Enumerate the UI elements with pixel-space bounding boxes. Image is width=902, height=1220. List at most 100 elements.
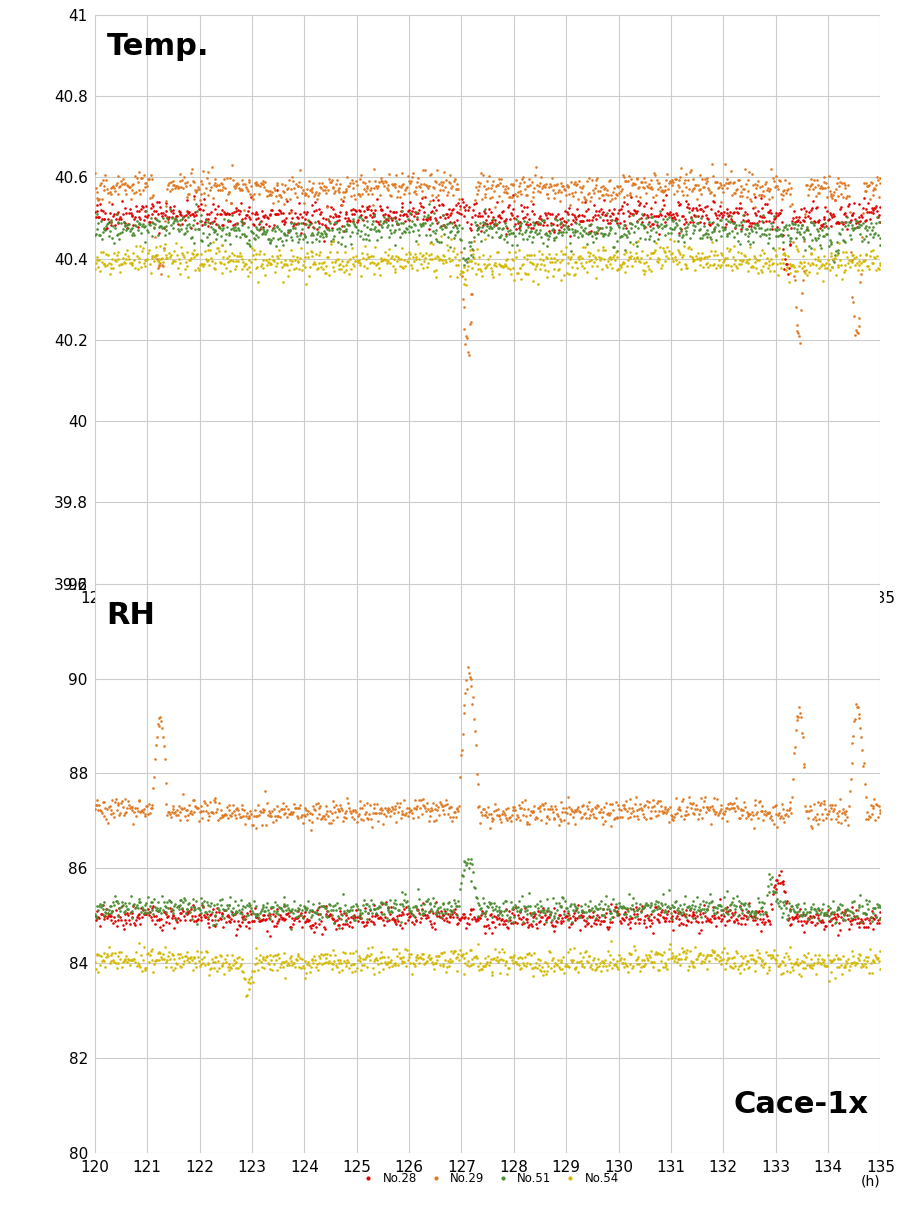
Point: [293, 905, 308, 925]
Point: [227, 904, 242, 924]
Point: [673, 157, 687, 177]
Point: [762, 179, 777, 199]
Point: [504, 205, 519, 224]
Point: [731, 956, 745, 976]
Point: [361, 224, 375, 244]
Point: [134, 242, 149, 261]
Point: [286, 915, 300, 935]
Point: [756, 207, 770, 227]
Point: [285, 804, 299, 824]
Point: [348, 803, 363, 822]
Point: [179, 899, 194, 919]
Point: [209, 243, 224, 262]
Point: [700, 799, 714, 819]
Point: [212, 179, 226, 199]
Point: [609, 260, 623, 279]
Point: [379, 909, 393, 928]
Point: [711, 205, 725, 224]
Point: [699, 797, 713, 816]
Point: [255, 905, 270, 925]
Point: [776, 809, 790, 828]
Point: [584, 221, 598, 240]
Point: [391, 215, 405, 234]
Point: [251, 272, 265, 292]
Point: [386, 203, 400, 222]
Point: [465, 909, 479, 928]
Point: [506, 250, 520, 270]
Point: [210, 910, 225, 930]
Point: [154, 711, 169, 731]
Point: [253, 212, 267, 232]
Point: [519, 813, 533, 832]
Point: [198, 794, 212, 814]
Point: [611, 795, 625, 815]
Point: [165, 251, 179, 271]
Point: [125, 797, 140, 816]
Point: [779, 905, 794, 925]
Point: [686, 178, 701, 198]
Point: [281, 178, 295, 198]
Point: [768, 880, 782, 899]
Point: [742, 904, 757, 924]
Point: [859, 256, 873, 276]
Point: [218, 257, 233, 277]
Point: [323, 905, 337, 925]
Point: [826, 253, 841, 272]
Point: [296, 805, 310, 825]
Point: [539, 249, 554, 268]
Point: [441, 913, 456, 932]
Point: [119, 897, 133, 916]
Point: [236, 909, 251, 928]
Point: [773, 898, 787, 917]
Point: [767, 876, 781, 895]
Point: [256, 223, 271, 243]
Point: [824, 188, 839, 207]
Point: [511, 908, 525, 927]
Point: [261, 253, 275, 272]
Point: [215, 235, 229, 255]
Point: [688, 246, 703, 266]
Point: [822, 911, 836, 931]
Point: [407, 182, 421, 201]
Point: [192, 255, 207, 274]
Point: [772, 226, 787, 245]
Point: [371, 221, 385, 240]
Point: [656, 802, 670, 821]
Point: [357, 804, 372, 824]
Point: [788, 212, 803, 232]
Point: [821, 167, 835, 187]
Point: [235, 949, 249, 969]
Point: [684, 248, 698, 267]
Point: [817, 198, 832, 217]
Point: [127, 949, 142, 969]
Point: [456, 255, 470, 274]
Point: [289, 174, 303, 194]
Point: [639, 253, 653, 272]
Point: [635, 956, 649, 976]
Point: [93, 800, 107, 820]
Point: [95, 229, 109, 249]
Point: [298, 806, 312, 826]
Point: [179, 215, 194, 234]
Point: [476, 177, 491, 196]
Point: [803, 243, 817, 262]
Point: [615, 909, 630, 928]
Point: [755, 212, 769, 232]
Point: [576, 187, 591, 206]
Point: [128, 216, 143, 235]
Point: [209, 961, 224, 981]
Point: [779, 179, 794, 199]
Point: [778, 171, 792, 190]
Point: [800, 220, 815, 239]
Point: [141, 244, 155, 264]
Point: [851, 217, 866, 237]
Point: [622, 242, 637, 261]
Point: [481, 254, 495, 273]
Point: [766, 210, 780, 229]
Point: [515, 207, 529, 227]
Point: [496, 256, 511, 276]
Point: [253, 952, 268, 971]
Point: [101, 193, 115, 212]
Point: [393, 948, 408, 967]
Point: [694, 248, 708, 267]
